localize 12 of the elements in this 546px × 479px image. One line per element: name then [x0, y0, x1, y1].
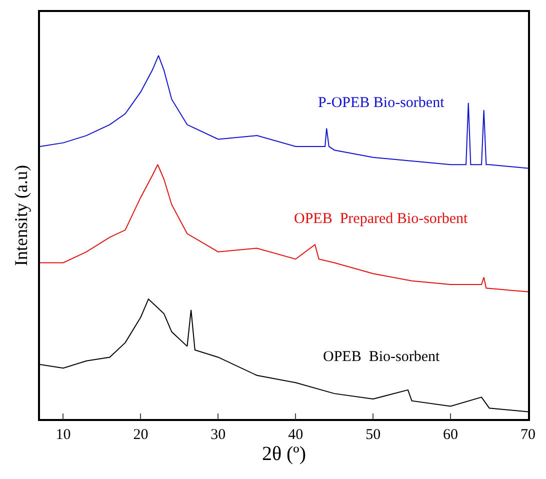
- x-tick-label: 60: [443, 426, 458, 443]
- series-label: OPEB Prepared Bio-sorbent: [294, 211, 469, 227]
- x-tick-label: 30: [210, 426, 226, 443]
- x-tick-label: 10: [56, 426, 71, 443]
- x-tick-label: 20: [133, 426, 148, 443]
- x-axis-title: 2θ (º): [262, 442, 306, 465]
- y-axis-title: Intensity (a.u): [10, 165, 31, 266]
- x-tick-label: 70: [520, 426, 536, 443]
- series-label: OPEB Bio-sorbent: [323, 349, 440, 365]
- series-label: P-OPEB Bio-sorbent: [318, 95, 446, 111]
- x-tick-label: 40: [288, 426, 304, 443]
- x-tick-label: 50: [366, 426, 381, 443]
